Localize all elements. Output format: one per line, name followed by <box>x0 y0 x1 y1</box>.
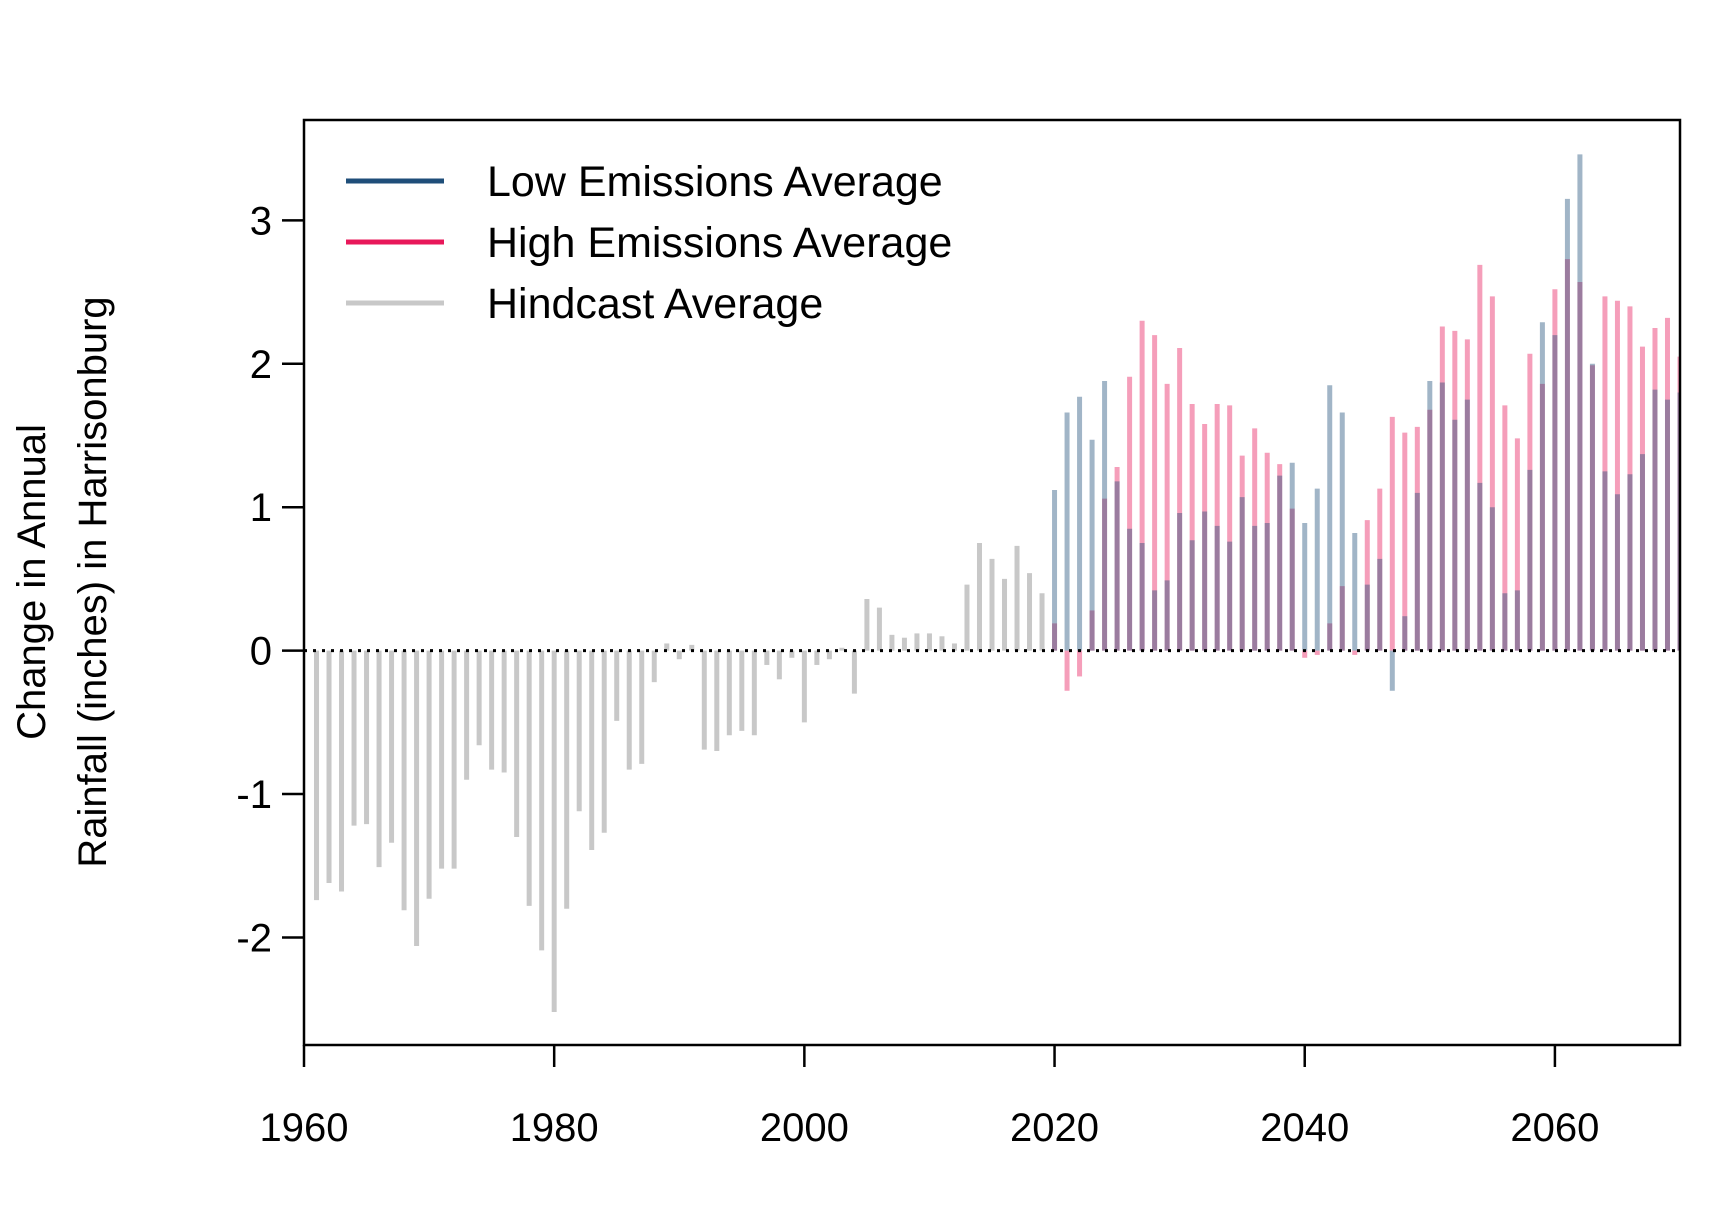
y-axis: -2 -1 0 1 2 3 <box>236 199 304 960</box>
hindcast-bars <box>314 543 1045 1013</box>
plot-frame <box>302 118 1682 1047</box>
y-tick-label: 3 <box>250 199 272 243</box>
legend-label-low: Low Emissions Average <box>487 158 943 206</box>
high-emissions-bars <box>1052 259 1680 691</box>
x-tick-label: 1980 <box>510 1106 599 1150</box>
x-tick-label: 2040 <box>1260 1106 1349 1150</box>
y-tick-label: 1 <box>250 486 272 530</box>
low-emissions-bars <box>1052 154 1680 691</box>
legend: Low Emissions Average High Emissions Aver… <box>346 158 952 328</box>
x-tick-label: 1960 <box>260 1106 349 1150</box>
y-tick-label: 0 <box>250 630 272 674</box>
x-tick-label: 2020 <box>1010 1106 1099 1150</box>
y-tick-label: 2 <box>250 343 272 387</box>
x-axis: 1960 1980 2000 2020 2040 2060 <box>260 1045 1599 1150</box>
y-tick-label: -2 <box>236 916 272 960</box>
legend-label-hindcast: Hindcast Average <box>487 280 823 328</box>
y-axis-label-line-1: Change in Annual <box>10 424 54 740</box>
x-tick-label: 2000 <box>760 1106 849 1150</box>
y-axis-label-line-2: Rainfall (inches) in Harrisonburg <box>71 296 115 867</box>
x-tick-label: 2060 <box>1510 1106 1599 1150</box>
y-tick-label: -1 <box>236 773 272 817</box>
legend-label-high: High Emissions Average <box>487 219 952 267</box>
